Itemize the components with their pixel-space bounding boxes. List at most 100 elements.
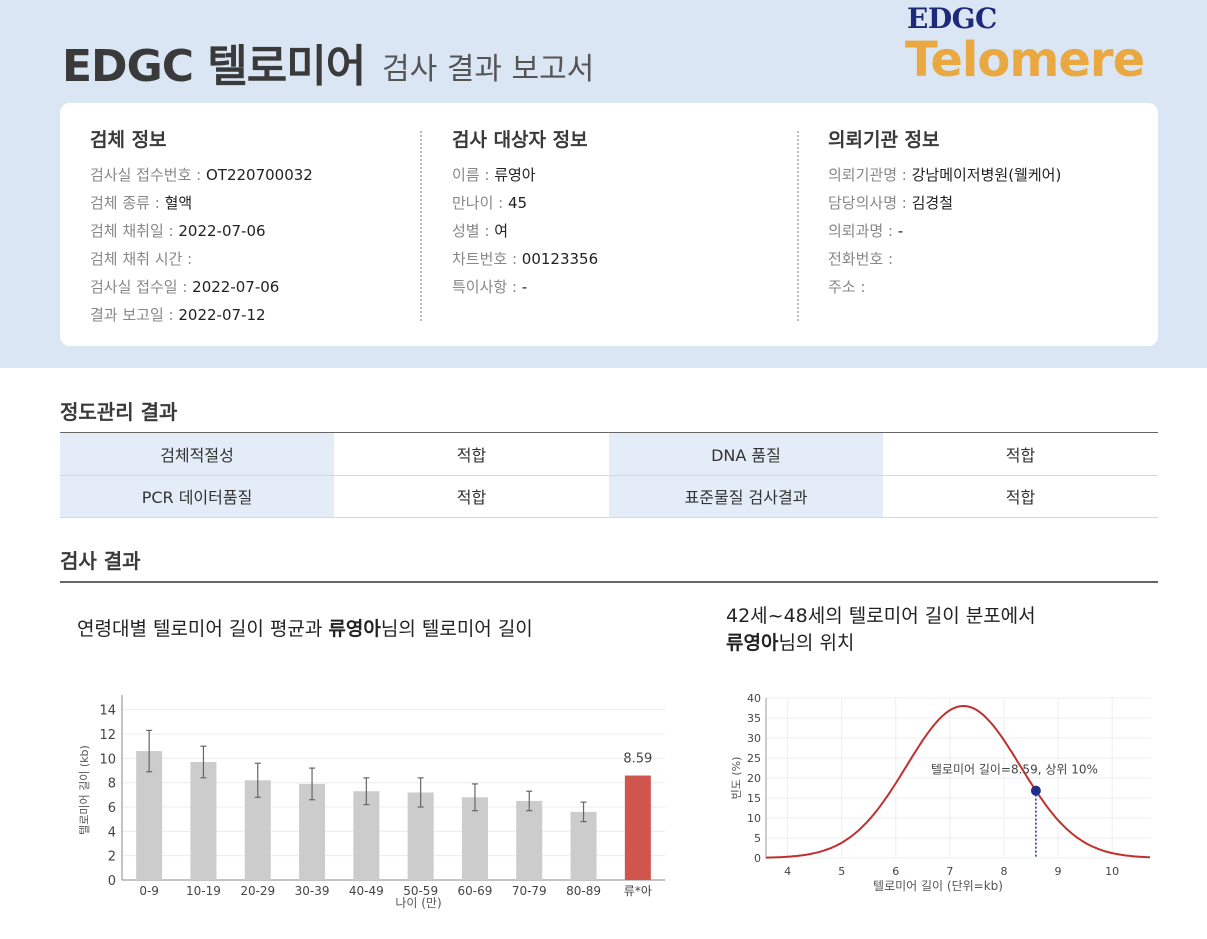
heading-text: 님의 위치	[778, 632, 855, 654]
data-label: 8.59	[623, 752, 652, 767]
qc-value: 적합	[883, 433, 1158, 476]
y-tick-label: 35	[747, 712, 761, 725]
logo-telomere-text: Telomere	[905, 32, 1145, 88]
bar-chart-heading: 연령대별 텔로미어 길이 평균과 류영아님의 텔로미어 길이	[77, 616, 533, 643]
subject-row: 성별 : 여	[452, 220, 598, 248]
field-label: 검체 채취일 :	[90, 222, 179, 240]
report-title: EDGC 텔로미어	[62, 41, 366, 92]
field-label: 검체 채취 시간 :	[90, 250, 193, 268]
qc-row: 검체적절성 적합 DNA 품질 적합	[60, 433, 1158, 476]
qc-label: PCR 데이터품질	[60, 475, 334, 518]
specimen-info-title: 검체 정보	[90, 129, 167, 151]
bar	[190, 762, 217, 880]
field-value: 2022-07-12	[178, 306, 266, 324]
institution-row: 의뢰기관명 : 강남메이저병원(웰케어)	[828, 164, 1061, 192]
x-tick-label: 류*아	[624, 884, 652, 898]
section-rule	[60, 581, 1158, 583]
x-tick-label: 0-9	[139, 884, 159, 898]
qc-value: 적합	[883, 475, 1158, 518]
marker-annotation: 텔로미어 길이=8.59, 상위 10%	[931, 763, 1098, 777]
subject-row: 만나이 : 45	[452, 192, 598, 220]
institution-row: 담당의사명 : 김경철	[828, 192, 1061, 220]
y-tick-label: 6	[108, 801, 116, 816]
specimen-row: 검체 채취 시간 :	[90, 248, 313, 276]
distribution-chart-heading: 42세~48세의 텔로미어 길이 분포에서 류영아님의 위치	[726, 603, 1036, 657]
field-label: 검체 종류 :	[90, 194, 165, 212]
qc-value: 적합	[334, 433, 609, 476]
x-tick-label: 10	[1105, 865, 1119, 878]
distribution-curve	[766, 704, 1151, 859]
heading-name: 류영아	[726, 632, 779, 654]
x-tick-label: 6	[892, 865, 899, 878]
x-axis-label: 나이 (만)	[395, 896, 441, 910]
field-value: 2022-07-06	[178, 222, 266, 240]
qc-table: 검체적절성 적합 DNA 품질 적합 PCR 데이터품질 적합 표준물질 검사결과 적합	[60, 433, 1158, 518]
specimen-row: 검체 채취일 : 2022-07-06	[90, 220, 313, 248]
qc-label: 검체적절성	[60, 433, 334, 476]
edgc-telomere-logo: EDGC Telomere	[905, 2, 1165, 92]
y-tick-label: 5	[754, 832, 761, 845]
subject-row: 차트번호 : 00123356	[452, 248, 598, 276]
field-label: 의뢰기관명 :	[828, 166, 912, 184]
field-label: 결과 보고일 :	[90, 306, 179, 324]
x-tick-label: 9	[1055, 865, 1062, 878]
institution-row: 의뢰과명 : -	[828, 220, 1061, 248]
field-label: 담당의사명 :	[828, 194, 912, 212]
report-subtitle: 검사 결과 보고서	[382, 52, 595, 87]
field-label: 만나이 :	[452, 194, 508, 212]
logo-edgc-text: EDGC	[907, 2, 997, 35]
institution-info-title: 의뢰기관 정보	[828, 129, 940, 151]
bar	[516, 800, 543, 880]
y-tick-label: 0	[754, 852, 761, 865]
field-value: 혈액	[164, 194, 193, 212]
field-label: 의뢰과명 :	[828, 222, 898, 240]
y-tick-label: 40	[747, 692, 761, 705]
field-value: OT220700032	[205, 166, 313, 184]
x-tick-label: 4	[784, 865, 791, 878]
y-tick-label: 12	[99, 728, 116, 743]
results-section-title: 검사 결과	[60, 549, 141, 573]
y-tick-label: 25	[747, 752, 761, 765]
institution-row: 전화번호 :	[828, 248, 1061, 276]
x-tick-label: 30-39	[295, 884, 330, 898]
highlight-bar	[624, 775, 651, 880]
x-tick-label: 80-89	[566, 884, 601, 898]
field-label: 주소 :	[828, 278, 866, 296]
specimen-row: 검사실 접수번호 : OT220700032	[90, 164, 313, 192]
field-value: 2022-07-06	[192, 278, 280, 296]
x-tick-label: 7	[946, 865, 953, 878]
qc-label: 표준물질 검사결과	[609, 475, 883, 518]
field-label: 검사실 접수번호 :	[90, 166, 206, 184]
y-tick-label: 10	[747, 812, 761, 825]
position-marker	[1030, 785, 1041, 796]
y-tick-label: 20	[747, 772, 761, 785]
field-label: 성별 :	[452, 222, 495, 240]
y-tick-label: 15	[747, 792, 761, 805]
field-value: 00123356	[521, 250, 599, 268]
subject-info-title: 검사 대상자 정보	[452, 129, 588, 151]
subject-info: 검사 대상자 정보 이름 : 류영아 만나이 : 45 성별 : 여 차트번호 : 0…	[452, 125, 598, 304]
bar	[353, 791, 380, 880]
specimen-row: 결과 보고일 : 2022-07-12	[90, 304, 313, 332]
qc-section-title: 정도관리 결과	[60, 400, 178, 424]
field-label: 전화번호 :	[828, 250, 894, 268]
field-value: -	[521, 278, 528, 296]
x-tick-label: 60-69	[458, 884, 493, 898]
field-value: 여	[494, 222, 509, 240]
x-tick-label: 70-79	[512, 884, 547, 898]
x-axis-label: 텔로미어 길이 (단위=kb)	[873, 879, 1003, 893]
field-label: 차트번호 :	[452, 250, 522, 268]
institution-row: 주소 :	[828, 276, 1061, 304]
column-divider	[420, 131, 422, 321]
y-tick-label: 14	[99, 704, 116, 719]
subject-row: 특이사항 : -	[452, 276, 598, 304]
qc-value: 적합	[334, 475, 609, 518]
y-tick-label: 10	[99, 752, 116, 767]
field-value: -	[897, 222, 904, 240]
heading-text: 님의 텔로미어 길이	[380, 618, 533, 640]
field-label: 검사실 접수일 :	[90, 278, 193, 296]
field-value: 김경철	[911, 194, 953, 212]
